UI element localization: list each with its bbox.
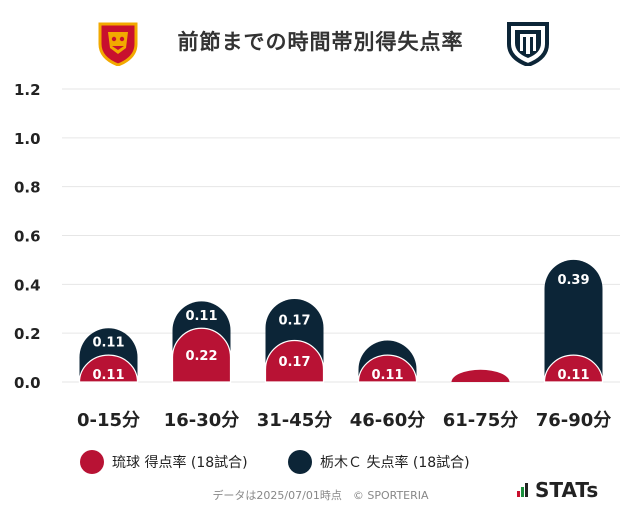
data-labels: 0.11 0.11 0.22 0.11 0.17 0.17 0.11 0.11 0.39: [92, 273, 589, 383]
y-tick-label: 1.2: [14, 81, 41, 99]
y-tick-label: 0.2: [14, 325, 41, 343]
legend-item-away: 栃木Ｃ 失点率 (18試合): [288, 450, 470, 474]
page-title: 前節までの時間帯別得失点率: [177, 30, 464, 54]
y-tick-label: 0.8: [14, 179, 41, 197]
x-tick-label: 0-15分: [77, 410, 140, 431]
x-tick-label: 46-60分: [350, 410, 426, 431]
ryukyu-crest-icon: [96, 18, 140, 67]
data-label-away: 0.39: [557, 273, 589, 288]
grid-lines: [62, 88, 620, 383]
legend-home-swatch: [80, 450, 104, 474]
x-tick-label: 16-30分: [164, 410, 240, 431]
y-tick-label: 0.0: [14, 374, 41, 392]
y-tick-label: 0.6: [14, 228, 41, 246]
bars: [78, 259, 604, 383]
bar-home-5: [543, 354, 604, 383]
stats-brand: STATs: [517, 478, 598, 502]
legend-away-swatch: [288, 450, 312, 474]
bar-home-2: [264, 339, 325, 383]
data-label-home: 0.11: [371, 368, 403, 383]
x-tick-label: 76-90分: [536, 410, 612, 431]
data-label-home: 0.11: [92, 368, 124, 383]
bar-home-1: [171, 327, 232, 383]
y-axis-ticks: 0.0 0.2 0.4 0.6 0.8 1.0 1.2: [14, 81, 41, 392]
data-label-away: 0.11: [92, 336, 124, 351]
bar-home-3: [357, 354, 418, 383]
x-tick-label: 31-45分: [257, 410, 333, 431]
x-axis-ticks: 0-15分 16-30分 31-45分 46-60分 61-75分 76-90分: [77, 410, 611, 431]
bar-home-4: [451, 369, 510, 382]
footer-note: データは2025/07/01時点 © SPORTERIA: [212, 489, 429, 502]
data-label-home: 0.17: [278, 355, 310, 370]
legend-home-label: 琉球 得点率 (18試合): [112, 455, 248, 471]
legend-away-label: 栃木Ｃ 失点率 (18試合): [320, 455, 470, 471]
data-label-away: 0.11: [185, 309, 217, 324]
x-tick-label: 61-75分: [443, 410, 519, 431]
data-label-home: 0.22: [185, 349, 217, 364]
legend-item-home: 琉球 得点率 (18試合): [80, 450, 248, 474]
data-label-away: 0.17: [278, 314, 310, 329]
y-tick-label: 1.0: [14, 130, 41, 148]
y-tick-label: 0.4: [14, 276, 41, 294]
stats-brand-label: STATs: [535, 478, 599, 502]
stats-logo-icon: [517, 483, 531, 497]
data-label-home: 0.11: [557, 368, 589, 383]
bar-home-0: [78, 354, 139, 383]
tochigi-city-shield-icon: [506, 18, 550, 68]
bar-away-5: [544, 259, 603, 382]
